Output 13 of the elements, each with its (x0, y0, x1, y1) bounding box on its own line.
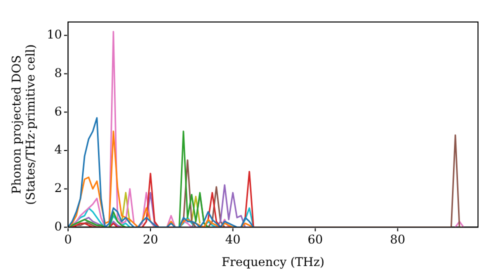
x-tick-label: 60 (308, 232, 323, 247)
x-tick-label: 20 (142, 232, 158, 247)
y-tick-label: 10 (46, 28, 62, 42)
y-axis-title: Phonon projected DOS (States/THz·primitive cell) (9, 44, 38, 205)
y-tick-label: 6 (54, 104, 62, 118)
x-tick-label: 40 (225, 232, 241, 247)
y-tick-label: 4 (54, 142, 62, 157)
y-tick-label: 2 (54, 180, 62, 195)
x-axis-title: Frequency (THz) (222, 254, 324, 269)
x-tick-label: 0 (64, 232, 72, 247)
x-tick-label: 80 (390, 232, 406, 247)
y-tick-label: 8 (54, 66, 62, 80)
y-tick-label: 0 (54, 219, 62, 234)
